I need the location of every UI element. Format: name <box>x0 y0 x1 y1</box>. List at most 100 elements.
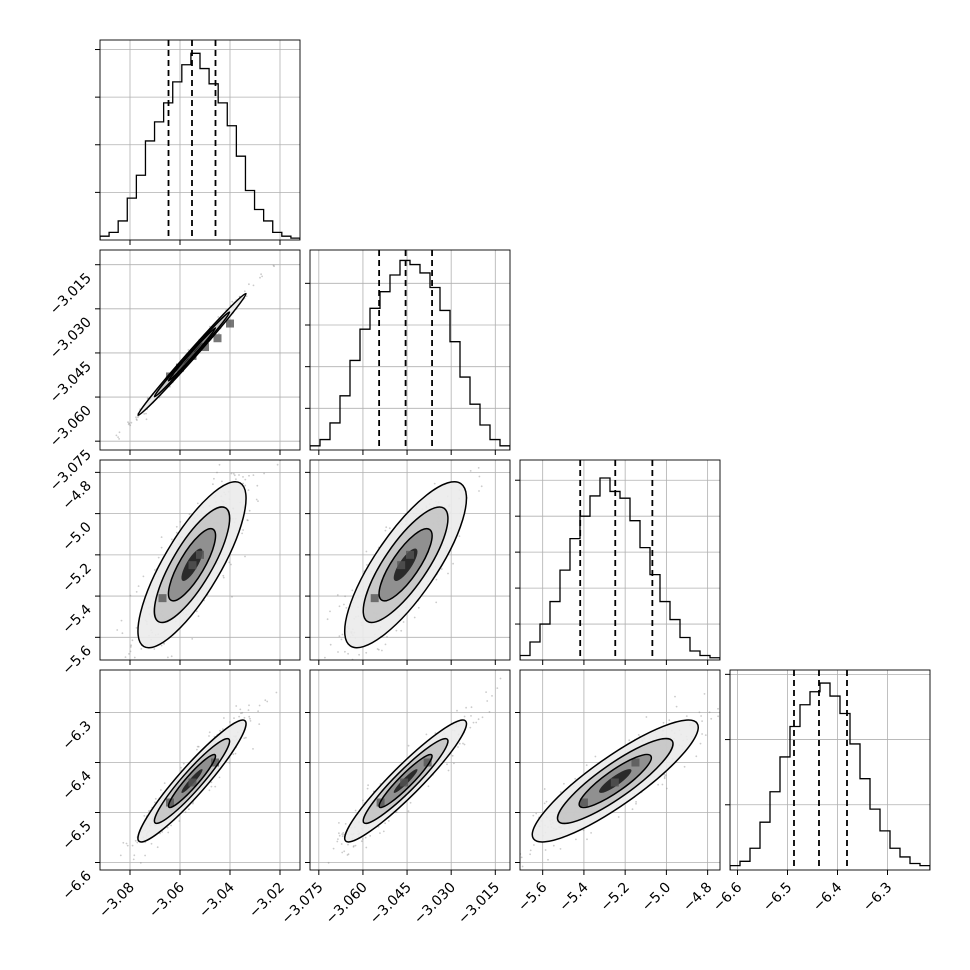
scatter-point <box>521 865 524 868</box>
scatter-point <box>234 752 237 755</box>
scatter-point <box>478 490 480 492</box>
scatter-point <box>164 666 166 668</box>
scatter-point <box>242 476 244 478</box>
scatter-point <box>196 745 199 748</box>
scatter-point <box>701 720 703 722</box>
scatter-point <box>517 838 519 840</box>
scatter-point <box>700 715 702 717</box>
panel-frame <box>309 459 511 661</box>
scatter-point <box>163 782 166 784</box>
y-tick-label: −6.4 <box>59 768 94 803</box>
scatter-point <box>142 575 145 578</box>
scatter-point <box>242 482 245 485</box>
scatter-point <box>338 605 341 608</box>
scatter-point <box>228 761 231 764</box>
scatter-point <box>257 710 259 713</box>
scatter-point <box>238 474 240 476</box>
scatter-point <box>133 656 136 659</box>
scatter-point <box>150 842 153 845</box>
scatter-point <box>163 643 166 645</box>
scatter-point <box>675 705 678 708</box>
scatter-point <box>136 419 138 421</box>
scatter-point <box>257 500 259 502</box>
scatter-point <box>135 591 138 593</box>
scatter-point <box>243 716 246 719</box>
scatter-point <box>470 451 472 453</box>
scatter-point <box>635 801 637 803</box>
scatter-point <box>235 478 237 481</box>
scatter-point <box>665 774 667 777</box>
scatter-point <box>488 711 491 713</box>
scatter-point <box>563 782 565 785</box>
scatter-point <box>384 822 386 825</box>
scatter-point <box>228 561 231 564</box>
density-hotspot <box>188 561 197 570</box>
scatter-point <box>243 737 246 739</box>
scatter-point <box>532 814 535 817</box>
panel-inner <box>100 250 300 450</box>
panel-inner <box>100 460 300 668</box>
scatter-point <box>217 316 220 318</box>
scatter-point <box>683 765 686 768</box>
scatter-point <box>191 638 194 640</box>
scatter-point <box>382 830 385 833</box>
scatter-point <box>208 789 211 792</box>
scatter-point <box>529 849 532 852</box>
scatter-point <box>145 412 147 415</box>
contour-line <box>153 737 231 825</box>
scatter-point <box>248 715 251 718</box>
scatter-point <box>245 295 248 297</box>
scatter-point <box>338 834 341 837</box>
scatter-point <box>340 843 343 845</box>
density-hotspot <box>610 778 619 787</box>
scatter-point <box>175 525 178 528</box>
scatter-point <box>154 801 156 804</box>
scatter-point <box>451 754 454 757</box>
scatter-point <box>175 531 178 534</box>
panel-frame <box>729 669 931 871</box>
x-tick-label: −5.2 <box>598 880 633 915</box>
scatter-point <box>663 777 666 780</box>
density-hotspot <box>188 778 197 787</box>
scatter-point <box>400 629 403 632</box>
scatter-point <box>384 529 387 532</box>
y-tick-label: −6.3 <box>59 718 94 753</box>
scatter-point <box>364 836 367 839</box>
scatter-point <box>143 815 146 817</box>
histogram-panel-3: −6.6 −6.5 −6.4 −6.3 <box>710 669 931 915</box>
panel-frame <box>309 669 511 871</box>
scatter-point <box>273 265 275 268</box>
scatter-point <box>440 568 443 570</box>
panel-background <box>100 40 300 240</box>
scatter-point <box>196 748 198 751</box>
scatter-point <box>668 719 671 722</box>
y-tick-label: −3.045 <box>47 358 95 406</box>
scatter-point <box>97 904 99 906</box>
scatter-point <box>463 715 466 718</box>
scatter-point <box>347 853 350 856</box>
scatter-point <box>342 832 345 834</box>
scatter-point <box>222 574 225 577</box>
scatter-point <box>708 711 711 714</box>
scatter-point <box>252 748 254 750</box>
scatter-point <box>248 704 250 707</box>
density-hotspot <box>201 343 209 352</box>
scatter-point <box>704 734 707 736</box>
contour-line <box>378 753 433 809</box>
scatter-point <box>248 474 250 477</box>
scatter-point <box>182 762 185 765</box>
scatter-point <box>245 736 247 739</box>
scatter-point <box>120 619 123 622</box>
scatter-point <box>127 423 130 426</box>
scatter-point <box>343 666 345 668</box>
scatter-point <box>135 627 138 629</box>
scatter-point <box>721 702 723 704</box>
scatter-point <box>170 655 173 658</box>
scatter-point <box>140 648 143 650</box>
panel-frame <box>99 459 301 661</box>
panel-inner <box>730 670 930 870</box>
panel-background <box>730 670 930 870</box>
scatter-point <box>710 717 713 720</box>
scatter-point <box>386 636 388 638</box>
scatter-point <box>338 822 340 824</box>
